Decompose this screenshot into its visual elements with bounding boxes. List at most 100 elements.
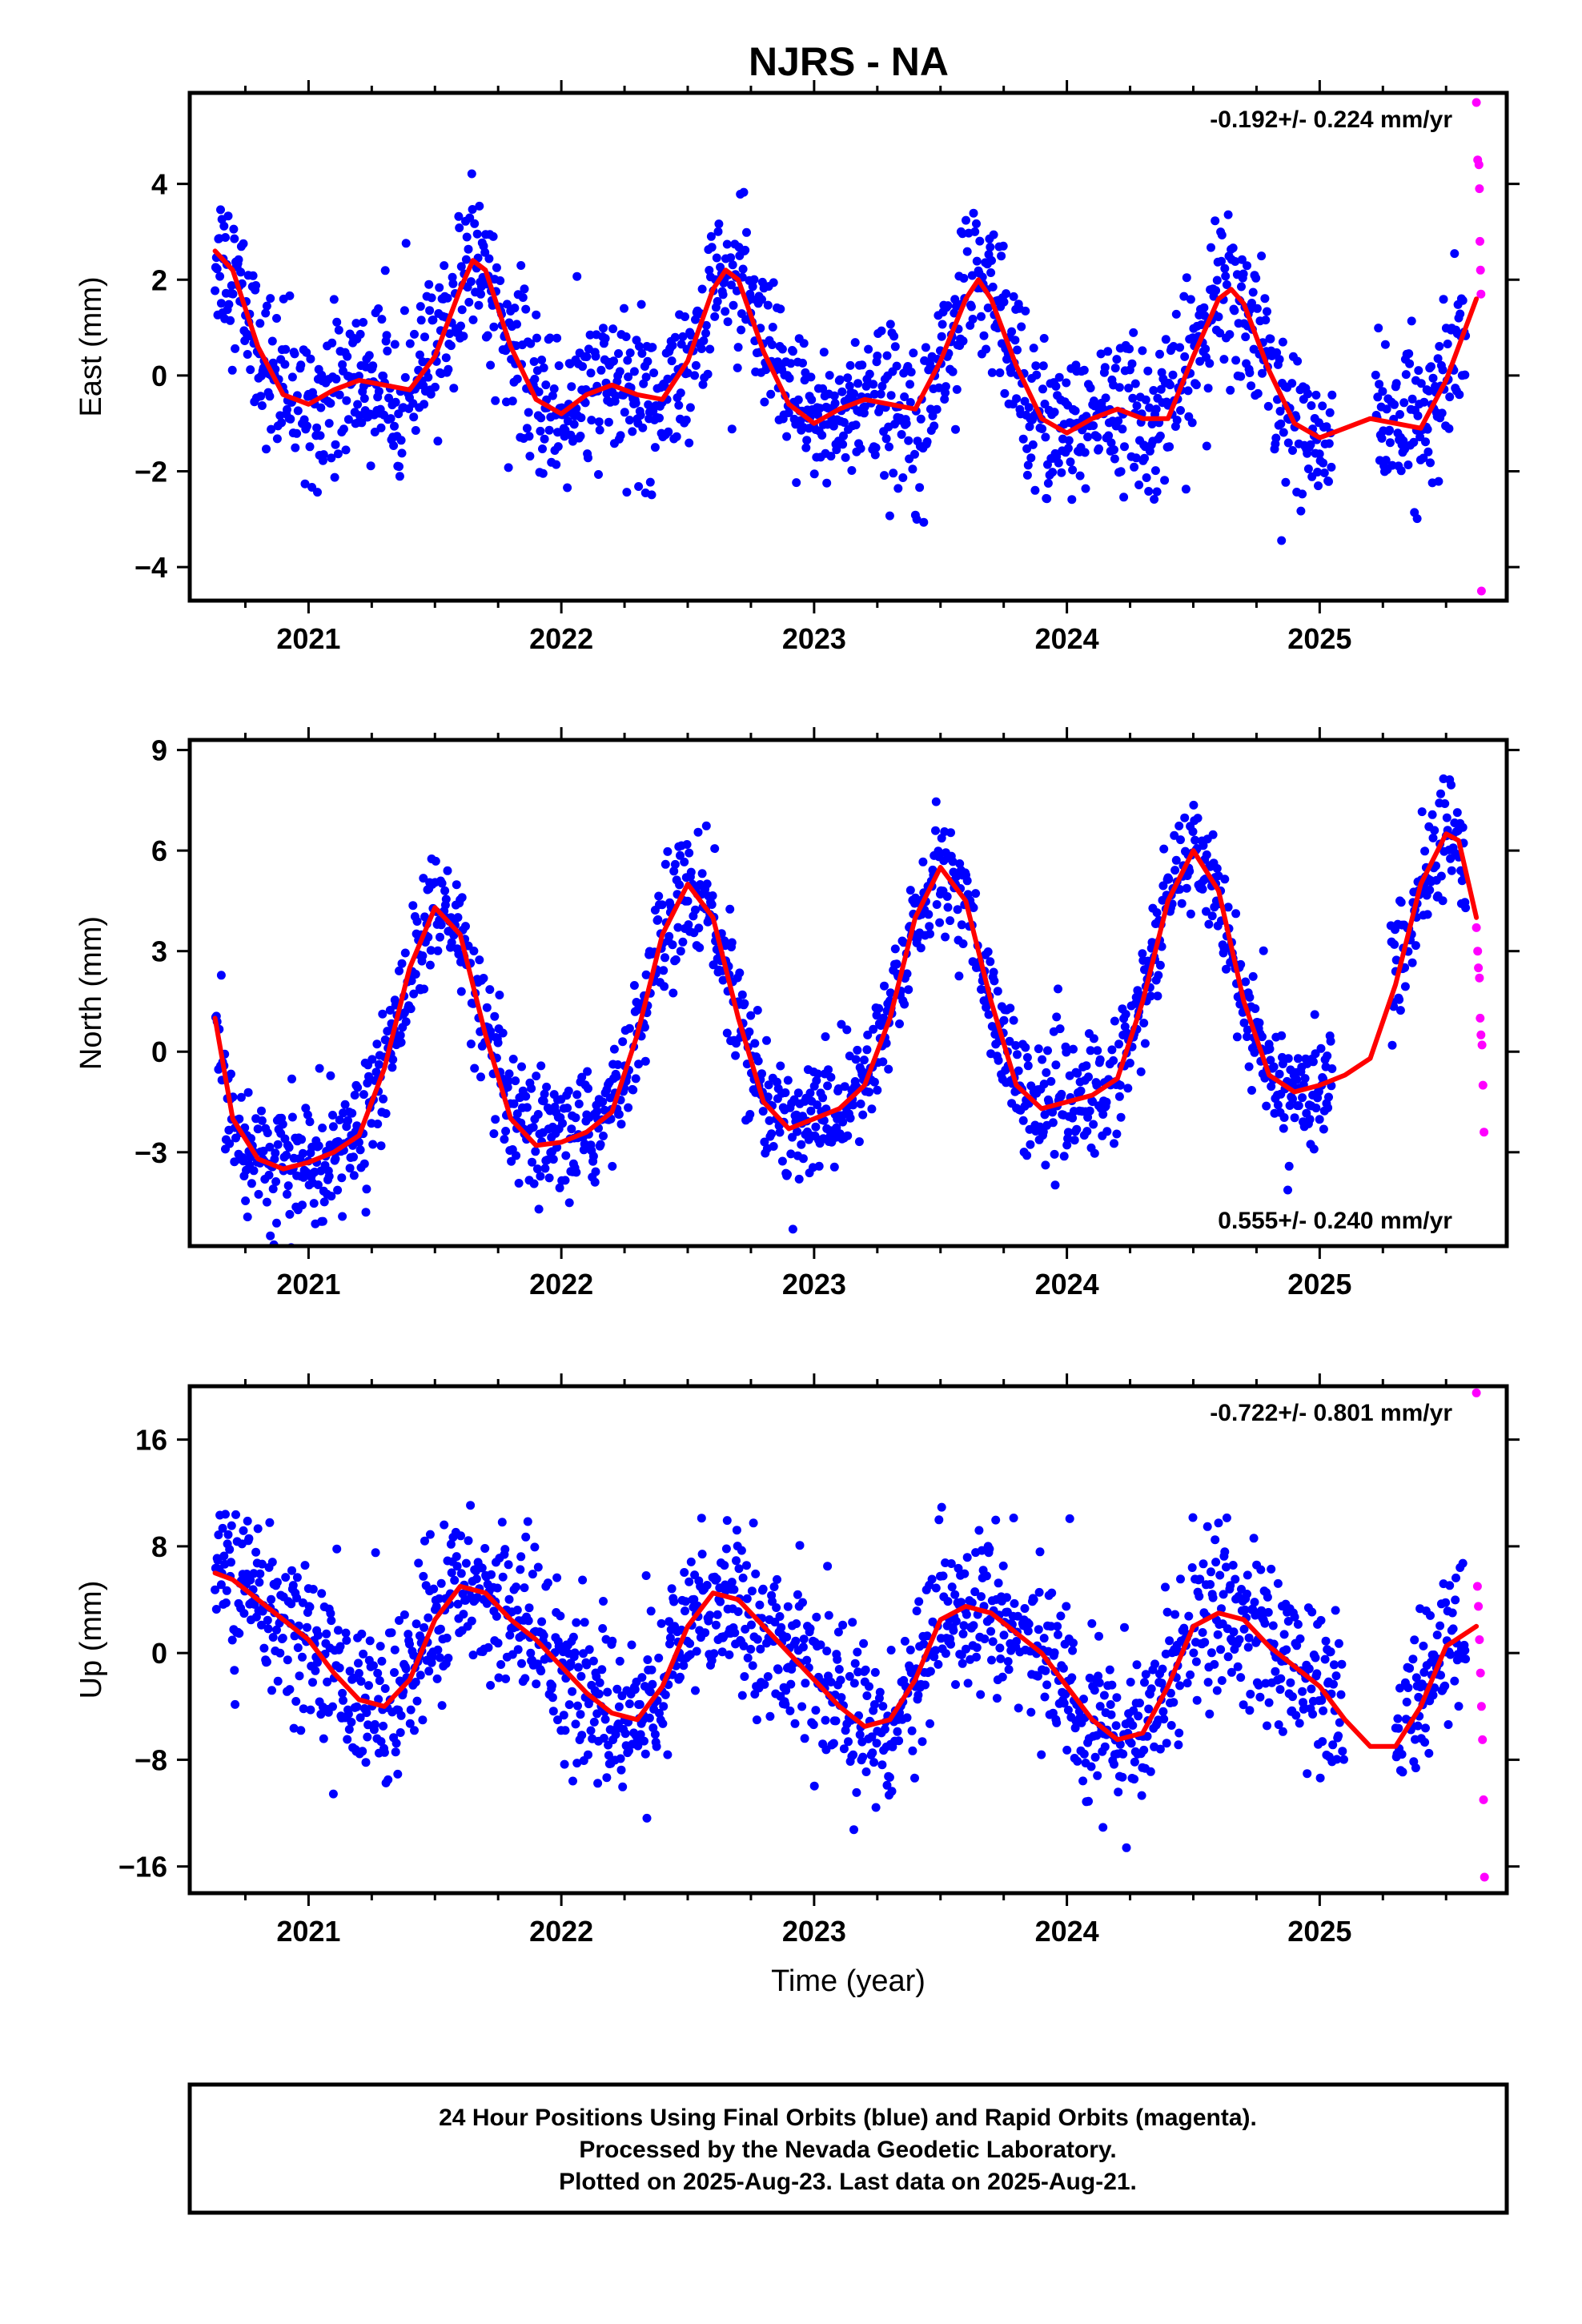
final-point bbox=[223, 211, 233, 221]
final-point bbox=[1229, 1627, 1239, 1637]
final-point bbox=[273, 1676, 283, 1686]
final-point bbox=[405, 1639, 414, 1649]
final-point bbox=[1222, 1513, 1231, 1522]
final-point bbox=[631, 1074, 640, 1084]
final-point bbox=[298, 1148, 307, 1158]
final-point bbox=[1207, 1567, 1215, 1577]
final-point bbox=[1134, 1711, 1143, 1721]
final-point bbox=[1125, 1059, 1134, 1068]
final-point bbox=[1098, 1823, 1108, 1832]
final-point bbox=[972, 219, 981, 228]
final-point bbox=[486, 1681, 496, 1690]
final-point bbox=[916, 414, 926, 424]
final-point bbox=[645, 477, 655, 487]
final-point bbox=[1205, 359, 1215, 368]
final-point bbox=[600, 1715, 610, 1724]
final-point bbox=[873, 352, 882, 360]
final-point bbox=[853, 1667, 863, 1677]
final-point bbox=[542, 1082, 552, 1092]
final-point bbox=[286, 414, 295, 424]
final-point bbox=[670, 332, 680, 342]
final-point bbox=[1266, 334, 1275, 344]
final-point bbox=[548, 1681, 557, 1691]
final-point bbox=[1217, 256, 1226, 266]
final-point bbox=[1033, 1671, 1042, 1681]
final-point bbox=[737, 1546, 746, 1555]
final-point bbox=[1458, 822, 1468, 832]
final-point bbox=[1112, 1129, 1122, 1139]
final-point bbox=[1048, 1118, 1058, 1128]
final-point bbox=[461, 922, 470, 931]
final-point bbox=[1421, 437, 1430, 447]
final-point bbox=[1223, 1652, 1233, 1662]
final-point bbox=[1428, 1691, 1438, 1700]
final-point bbox=[1202, 441, 1211, 451]
final-point bbox=[791, 1636, 801, 1646]
final-point bbox=[1115, 1739, 1125, 1749]
final-point bbox=[1041, 1160, 1050, 1170]
y-axis-label: East (mm) bbox=[74, 276, 108, 416]
final-point bbox=[395, 966, 404, 975]
model-curve bbox=[212, 1570, 1480, 1749]
final-point bbox=[781, 1088, 790, 1097]
final-point bbox=[1450, 1676, 1460, 1686]
final-point bbox=[1327, 390, 1337, 400]
final-point bbox=[333, 1185, 343, 1195]
final-point bbox=[1203, 384, 1213, 393]
rapid-orbit-points bbox=[1472, 98, 1486, 596]
final-point bbox=[490, 1011, 500, 1021]
final-point bbox=[1141, 1670, 1150, 1679]
final-point bbox=[431, 856, 440, 866]
final-point bbox=[328, 1111, 337, 1120]
final-point bbox=[940, 395, 950, 404]
final-point bbox=[1391, 379, 1401, 388]
final-point bbox=[498, 1572, 508, 1582]
x-tick-label: 2023 bbox=[782, 1915, 846, 1948]
final-point bbox=[949, 1626, 958, 1635]
final-point bbox=[629, 981, 639, 990]
final-point bbox=[464, 244, 473, 254]
final-point bbox=[624, 1023, 634, 1033]
final-point bbox=[864, 344, 873, 354]
final-point bbox=[669, 988, 678, 998]
final-point bbox=[665, 1633, 675, 1642]
final-point bbox=[464, 1536, 473, 1546]
final-point bbox=[361, 1758, 371, 1767]
final-point bbox=[1068, 465, 1078, 475]
model-curve bbox=[212, 831, 1480, 1172]
final-point bbox=[1139, 1019, 1149, 1027]
final-point bbox=[926, 1667, 935, 1676]
final-point bbox=[221, 1598, 231, 1607]
final-point bbox=[924, 910, 934, 919]
final-point bbox=[502, 300, 512, 309]
final-point bbox=[397, 448, 407, 458]
final-point bbox=[456, 987, 466, 996]
final-point bbox=[327, 1616, 336, 1626]
final-point bbox=[291, 443, 300, 452]
final-point bbox=[900, 1636, 909, 1646]
rapid-point bbox=[1480, 1872, 1489, 1882]
final-point bbox=[681, 416, 691, 424]
final-point bbox=[599, 1597, 608, 1606]
final-point bbox=[400, 372, 410, 382]
final-point bbox=[1208, 830, 1218, 839]
final-point bbox=[484, 1642, 493, 1652]
final-point bbox=[1447, 1608, 1457, 1618]
final-point bbox=[733, 363, 742, 372]
final-point bbox=[638, 423, 648, 432]
final-point bbox=[289, 1723, 299, 1733]
final-point bbox=[564, 1198, 574, 1208]
final-point bbox=[293, 406, 303, 416]
final-point bbox=[1250, 1047, 1259, 1057]
final-point bbox=[932, 900, 942, 909]
final-point bbox=[785, 1706, 795, 1715]
final-point bbox=[806, 1106, 816, 1116]
final-point bbox=[1128, 393, 1138, 403]
final-point bbox=[594, 417, 604, 427]
final-point bbox=[224, 300, 234, 309]
x-tick-label: 2022 bbox=[529, 622, 593, 655]
final-point bbox=[1155, 960, 1165, 970]
final-point bbox=[327, 453, 336, 463]
final-point bbox=[1023, 1626, 1033, 1636]
final-point bbox=[1026, 1707, 1036, 1717]
